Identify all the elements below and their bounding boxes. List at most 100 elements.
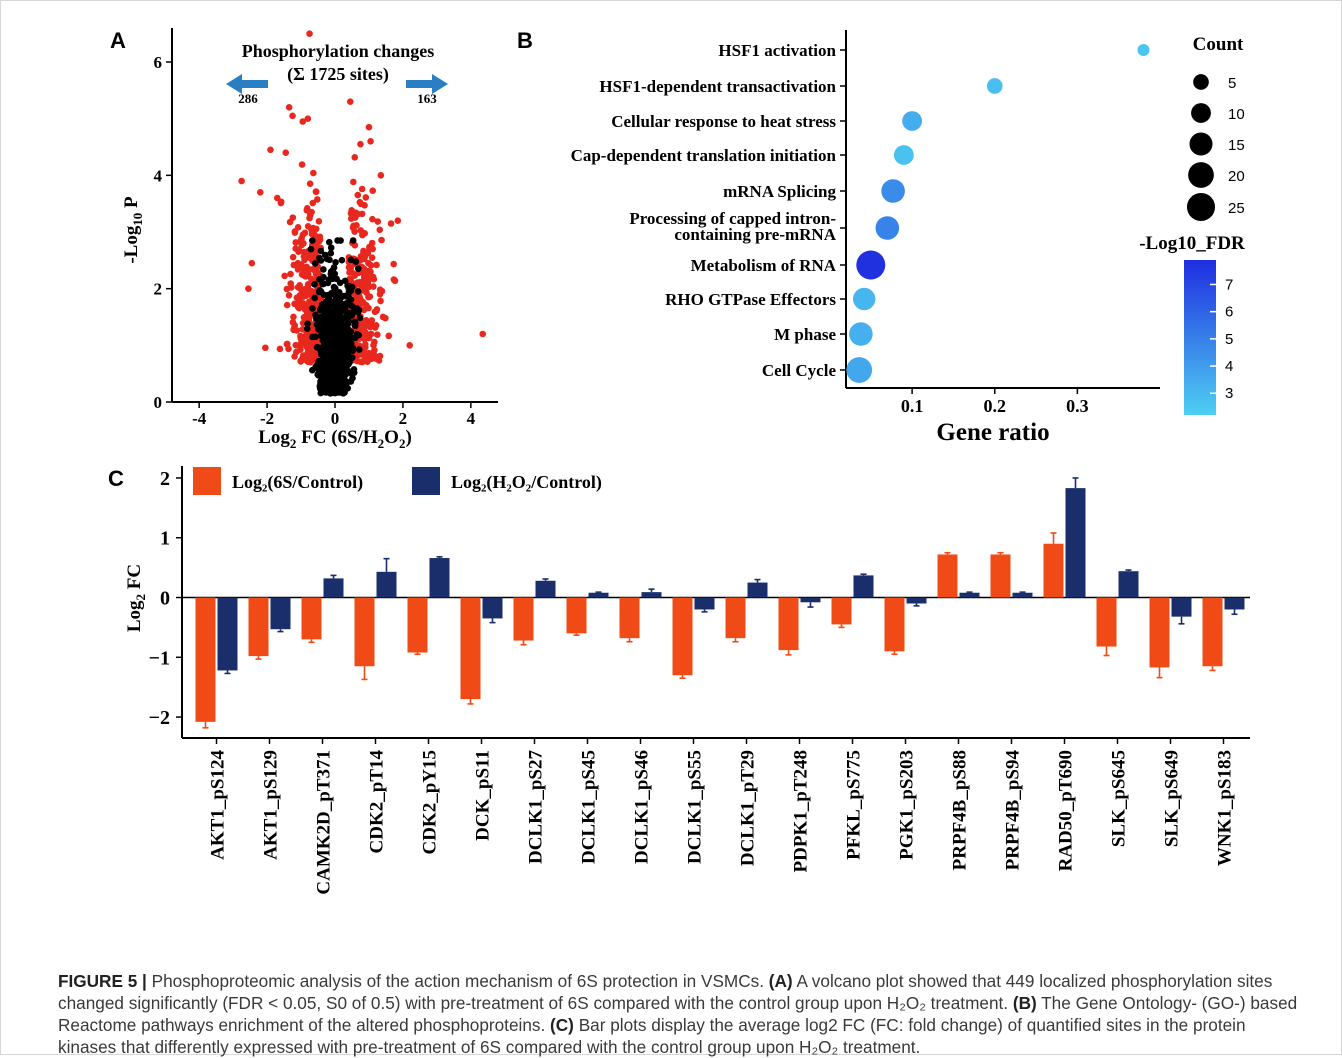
nonsignificant-point xyxy=(347,256,355,264)
nonsignificant-point xyxy=(339,376,346,384)
figure-5: A B C -4 -2 0 2 4 0 2 4 6 Phosphorylation changes… xyxy=(108,28,1250,895)
nonsignificant-point xyxy=(340,350,348,358)
significant-point xyxy=(262,344,269,352)
dotplot-x-tick-label: 0.3 xyxy=(1066,396,1089,416)
significant-point xyxy=(309,251,317,259)
nonsignificant-point xyxy=(326,256,333,264)
bar-6s-control xyxy=(725,597,746,639)
bar-6s-control xyxy=(672,597,693,676)
category-label: SLK_pS649 xyxy=(1162,750,1183,847)
significant-point xyxy=(293,294,301,301)
significant-point xyxy=(390,260,397,268)
significant-point xyxy=(309,300,316,307)
pathway-label: Cell Cycle xyxy=(762,361,837,380)
significant-point xyxy=(378,236,385,244)
nonsignificant-point xyxy=(311,280,318,288)
count-legend-dot xyxy=(1191,103,1211,123)
significant-point xyxy=(273,194,281,202)
bar-6s-control xyxy=(619,597,640,639)
category-label: PDPK1_pT248 xyxy=(791,750,812,872)
nonsignificant-point xyxy=(325,238,333,246)
bar-6s-control xyxy=(407,597,428,653)
fdr-colorbar xyxy=(1184,260,1216,415)
volcano-y-tick-label: 6 xyxy=(154,53,163,72)
significant-point xyxy=(287,280,295,287)
significant-point xyxy=(309,199,317,207)
volcano-title: Phosphorylation changes xyxy=(242,41,435,61)
pathway-dot xyxy=(875,216,900,240)
nonsignificant-point xyxy=(320,266,327,273)
significant-point xyxy=(378,287,386,295)
significant-point xyxy=(304,270,312,278)
pathway-dot xyxy=(902,111,923,131)
nonsignificant-point xyxy=(349,237,357,244)
bar-legend: Log₂(6S/Control) Log₂(H₂O₂/Control) xyxy=(193,467,602,495)
nonsignificant-point xyxy=(352,258,360,265)
significant-point xyxy=(306,30,313,37)
caption-figure-label: FIGURE 5 | xyxy=(58,971,147,991)
nonsignificant-point xyxy=(335,361,343,368)
category-label: CAMK2D_pT371 xyxy=(314,750,335,895)
pathway-label: HSF1-dependent transactivation xyxy=(599,77,836,96)
significant-point xyxy=(354,191,362,199)
nonsignificant-point xyxy=(349,374,356,382)
significant-point xyxy=(276,345,284,353)
significant-point xyxy=(284,340,291,348)
category-label: RAD50_pT690 xyxy=(1056,750,1077,871)
arrow-head xyxy=(226,74,242,94)
significant-point xyxy=(373,261,380,269)
dotplot-x-tick-label: 0.2 xyxy=(983,396,1006,416)
bar-h2o2-control xyxy=(1065,488,1086,598)
bar-y-tick-label: 2 xyxy=(160,468,170,490)
bar-h2o2-control xyxy=(482,597,503,619)
volcano-x-tick-label: 0 xyxy=(331,409,340,428)
significant-point xyxy=(362,194,370,201)
bar-h2o2-control xyxy=(1224,597,1245,610)
up-regulated-count: 163 xyxy=(417,91,437,106)
significant-point xyxy=(346,269,353,276)
significant-point xyxy=(300,253,308,260)
pathway-label: M phase xyxy=(774,325,836,344)
significant-point xyxy=(357,140,364,148)
bar-6s-control xyxy=(566,597,587,634)
legend-swatch-6s xyxy=(193,467,221,495)
bar-y-tick-label: −2 xyxy=(149,707,170,729)
significant-point xyxy=(312,188,320,196)
count-legend-label: 20 xyxy=(1228,168,1245,185)
category-label: PGK1_pS203 xyxy=(897,750,918,860)
significant-point xyxy=(297,261,305,268)
count-legend-dot xyxy=(1189,132,1213,156)
arrow-shaft xyxy=(240,80,268,88)
significant-point xyxy=(366,243,373,251)
nonsignificant-point xyxy=(328,308,336,315)
category-label: DCK_pS11 xyxy=(473,750,494,841)
significant-point xyxy=(248,259,256,267)
caption-text: A volcano plot showed that 449 localized… xyxy=(58,971,1273,1013)
significant-point xyxy=(294,303,302,311)
volcano-x-axis-label: Log2 FC (6S/H2O2) xyxy=(258,427,412,451)
significant-point xyxy=(303,205,311,212)
significant-point xyxy=(290,326,297,334)
significant-point xyxy=(377,172,385,179)
nonsignificant-point xyxy=(317,247,325,255)
significant-point xyxy=(298,161,306,168)
count-legend-dot xyxy=(1186,192,1216,222)
significant-point xyxy=(287,270,294,278)
significant-point xyxy=(306,180,314,187)
caption-text: The Gene Ontology- (GO-) based Reactome … xyxy=(58,993,1298,1035)
significant-point xyxy=(294,224,302,231)
significant-point xyxy=(361,202,368,209)
significant-point xyxy=(256,189,264,196)
nonsignificant-point xyxy=(330,301,337,308)
nonsignificant-point xyxy=(326,346,333,353)
nonsignificant-point xyxy=(318,317,325,325)
significant-point xyxy=(368,254,376,262)
nonsignificant-point xyxy=(304,320,311,328)
nonsignificant-point xyxy=(351,322,359,330)
nonsignificant-point xyxy=(345,289,353,297)
significant-point xyxy=(298,241,305,249)
significant-point xyxy=(351,214,359,221)
significant-point xyxy=(356,198,364,206)
nonsignificant-point xyxy=(309,333,316,341)
pathway-dot xyxy=(893,145,914,165)
